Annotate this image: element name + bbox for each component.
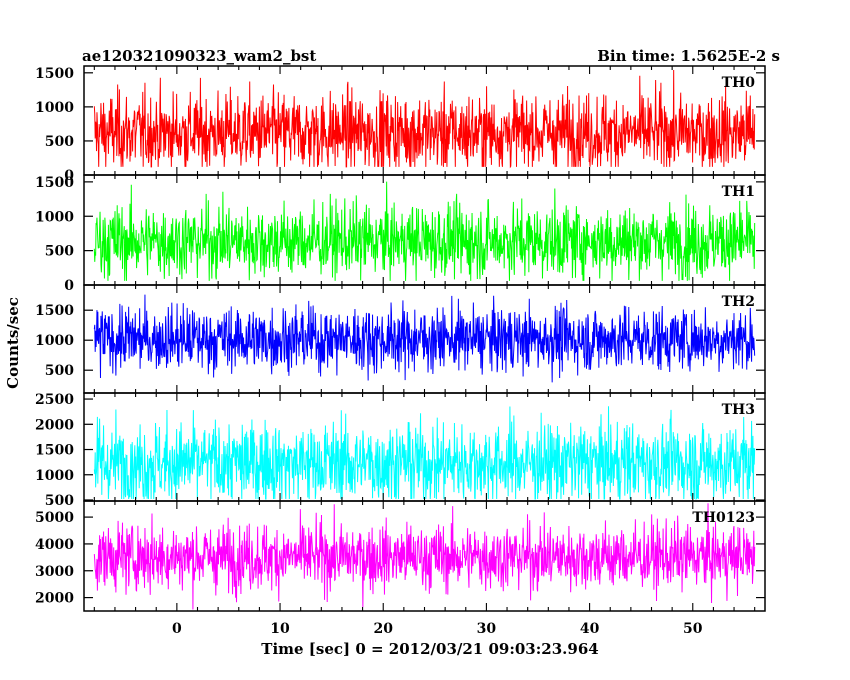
y-tick-label: 3000: [35, 564, 74, 580]
x-tick-label: 10: [270, 621, 290, 637]
y-tick-label: 0: [64, 168, 74, 184]
x-tick-label: 30: [477, 621, 497, 637]
series-line-th3: [93, 406, 756, 501]
y-tick-label: 2500: [35, 392, 74, 408]
panel-th3: 500 1000 1500 2000 2500 TH3: [35, 392, 766, 509]
x-tick-label: 20: [373, 621, 393, 637]
y-tick-label: 500: [45, 134, 74, 150]
series-label: TH0123: [692, 510, 755, 526]
series-label: TH3: [722, 402, 755, 418]
series-line-th2: [93, 294, 756, 383]
series-label: TH1: [722, 184, 755, 200]
y-tick-label: 0: [64, 278, 74, 294]
series-line-th0: [93, 69, 756, 169]
y-tick-label: 5000: [35, 510, 74, 526]
y-tick-label: 4000: [35, 537, 74, 553]
series-label: TH0: [722, 75, 756, 91]
panel-th0123: 2000 3000 4000 5000 TH0123: [35, 500, 766, 612]
y-tick-label: 1500: [35, 175, 74, 191]
y-axis-label: Counts/sec: [4, 297, 22, 389]
series-line-th0123: [93, 503, 756, 610]
series-label: TH2: [722, 294, 755, 310]
x-tick-label: 40: [580, 621, 600, 637]
y-tick-label: 500: [45, 363, 74, 379]
panel-th2: 500 1000 1500 TH2: [35, 284, 766, 394]
panel-th0: 0 500 1000 1500 TH0: [35, 65, 766, 184]
x-tick-label: 50: [683, 621, 703, 637]
y-tick-label: 500: [45, 244, 74, 260]
x-tick-label: 0: [172, 621, 182, 637]
series-line-th1: [93, 181, 756, 281]
y-tick-label: 2000: [35, 417, 74, 433]
y-tick-label: 1500: [35, 66, 74, 82]
y-tick-label: 1000: [35, 333, 74, 349]
y-tick-label: 2000: [35, 591, 74, 607]
bin-time-label: Bin time: 1.5625E-2 s: [597, 47, 780, 65]
y-tick-label: 1000: [35, 209, 74, 225]
x-axis-label: Time [sec] 0 = 2012/03/21 09:03:23.964: [261, 640, 598, 658]
y-tick-label: 1500: [35, 443, 74, 459]
chart-title: ae120321090323_wam2_bst: [82, 47, 316, 65]
panel-th1: 0 500 1000 1500 TH1: [35, 174, 766, 294]
y-tick-label: 1000: [35, 468, 74, 484]
y-tick-label: 1000: [35, 100, 74, 116]
y-tick-label: 1500: [35, 303, 74, 319]
y-tick-label: 500: [45, 493, 74, 509]
